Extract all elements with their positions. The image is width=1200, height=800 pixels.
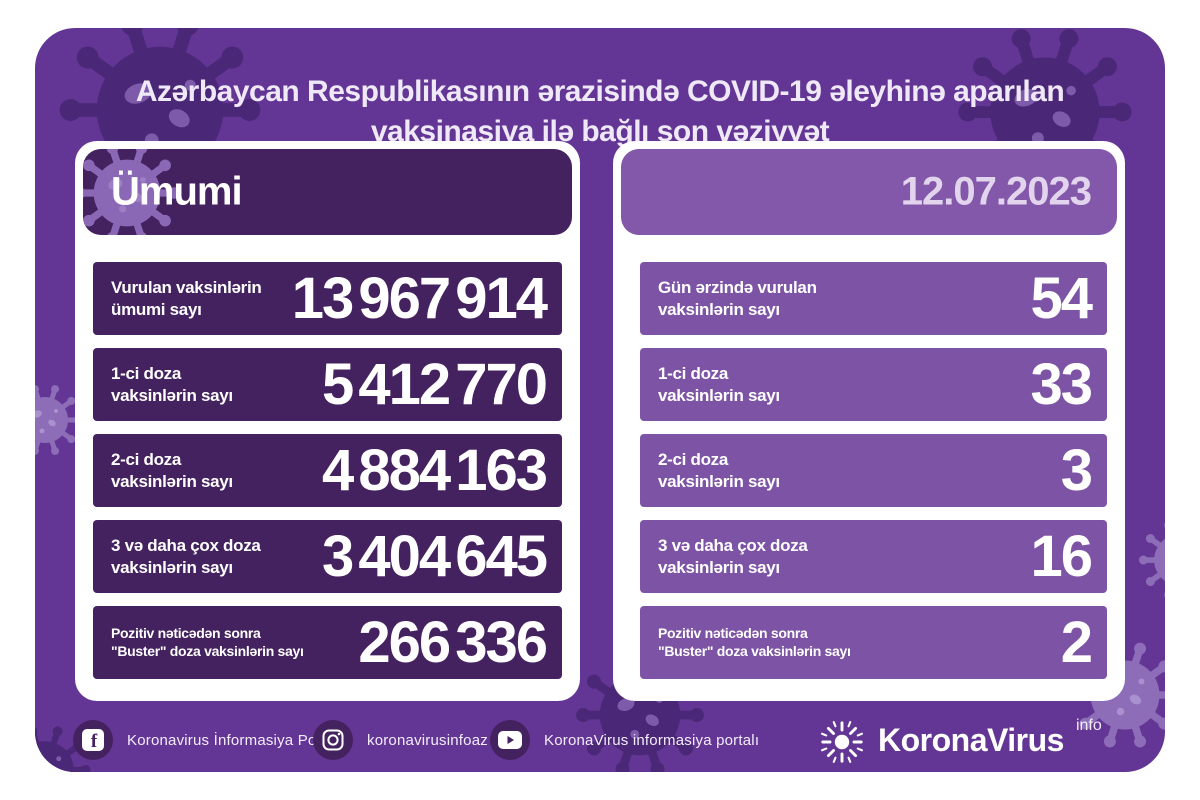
stat-row-daily-first-dose: 1-ci doza vaksinlərin sayı 33: [640, 348, 1107, 421]
stat-value: 2: [1060, 610, 1093, 675]
totals-panel-title: Ümumi: [111, 169, 243, 214]
instagram-link[interactable]: koronavirusinfoaz: [313, 720, 488, 760]
stat-row-total-vaccines: Vurulan vaksinlərin ümumi sayı 13 967 914: [93, 262, 562, 335]
stat-label: Gün ərzində vurulan vaksinlərin sayı: [658, 278, 817, 319]
stat-value: 16: [1030, 524, 1093, 589]
stat-label: Pozitiv nəticədən sonra "Buster" doza vak…: [658, 625, 851, 659]
stat-label: 2-ci doza vaksinlərin sayı: [658, 450, 780, 491]
totals-panel-header: Ümumi: [83, 149, 572, 235]
stat-value: 54: [1030, 266, 1093, 331]
stat-row-daily-third-dose: 3 və daha çox doza vaksinlərin sayı 16: [640, 520, 1107, 593]
brand-suffix: info: [1075, 717, 1102, 734]
facebook-f-icon: f: [73, 720, 113, 760]
stat-label: Vurulan vaksinlərin ümumi sayı: [111, 278, 262, 319]
stat-value: 33: [1030, 352, 1093, 417]
youtube-label: KoronaVirus informasiya portalı: [544, 731, 760, 749]
virus-decoration-icon: [1135, 515, 1165, 605]
stat-label: 2-ci doza vaksinlərin sayı: [111, 450, 233, 491]
stat-value: 4 884 163: [321, 438, 548, 503]
stat-row-first-dose-total: 1-ci doza vaksinlərin sayı 5 412 770: [93, 348, 562, 421]
stat-label: 3 və daha çox doza vaksinlərin sayı: [658, 536, 808, 577]
daily-panel-header: 12.07.2023: [621, 149, 1117, 235]
stat-label: 1-ci doza vaksinlərin sayı: [658, 364, 780, 405]
stat-row-second-dose-total: 2-ci doza vaksinlərin sayı 4 884 163: [93, 434, 562, 507]
stat-row-daily-second-dose: 2-ci doza vaksinlərin sayı 3: [640, 434, 1107, 507]
stat-row-third-dose-total: 3 və daha çox doza vaksinlərin sayı 3 404…: [93, 520, 562, 593]
instagram-camera-icon: [313, 720, 353, 760]
daily-panel: 12.07.2023 Gün ərzində vurulan vaksinləri…: [613, 141, 1125, 701]
stat-label: 3 və daha çox doza vaksinlərin sayı: [111, 536, 261, 577]
stat-value: 5 412 770: [321, 352, 548, 417]
stat-value: 3 404 645: [321, 524, 548, 589]
stat-value: 3: [1060, 438, 1093, 503]
stat-row-daily-booster: Pozitiv nəticədən sonra "Buster" doza vak…: [640, 606, 1107, 679]
report-date: 12.07.2023: [900, 169, 1092, 214]
youtube-play-icon: [490, 720, 530, 760]
title-line-1: Azərbaycan Respublikasının ərazisində CO…: [135, 75, 1065, 108]
page-title: Azərbaycan Respublikasının ərazisində CO…: [95, 72, 1105, 151]
facebook-label: Koronavirus İnformasiya Portalı: [127, 731, 343, 749]
facebook-link[interactable]: f Koronavirus İnformasiya Portalı: [73, 720, 342, 760]
stat-row-booster-total: Pozitiv nəticədən sonra "Buster" doza vak…: [93, 606, 562, 679]
brand-name: KoronaVirus: [878, 722, 1064, 758]
stat-value: 266 336: [358, 610, 548, 675]
stat-label: Pozitiv nəticədən sonra "Buster" doza vak…: [111, 625, 304, 659]
svg-text:f: f: [91, 731, 98, 751]
totals-panel: Ümumi Vurulan vaksinlərin ümumi sayı 13 9…: [75, 141, 580, 701]
stat-label: 1-ci doza vaksinlərin sayı: [111, 364, 233, 405]
stat-row-daily-vaccines: Gün ərzində vurulan vaksinlərin sayı 54: [640, 262, 1107, 335]
footer: f Koronavirus İnformasiya Portalı korona…: [0, 712, 1200, 772]
youtube-link[interactable]: KoronaVirus informasiya portalı: [490, 720, 759, 760]
stat-value: 13 967 914: [291, 266, 548, 331]
koronavirus-info-logo[interactable]: KoronaVirus info: [818, 716, 1102, 766]
instagram-label: koronavirusinfoaz: [367, 731, 488, 749]
virus-logo-icon: [818, 718, 866, 766]
